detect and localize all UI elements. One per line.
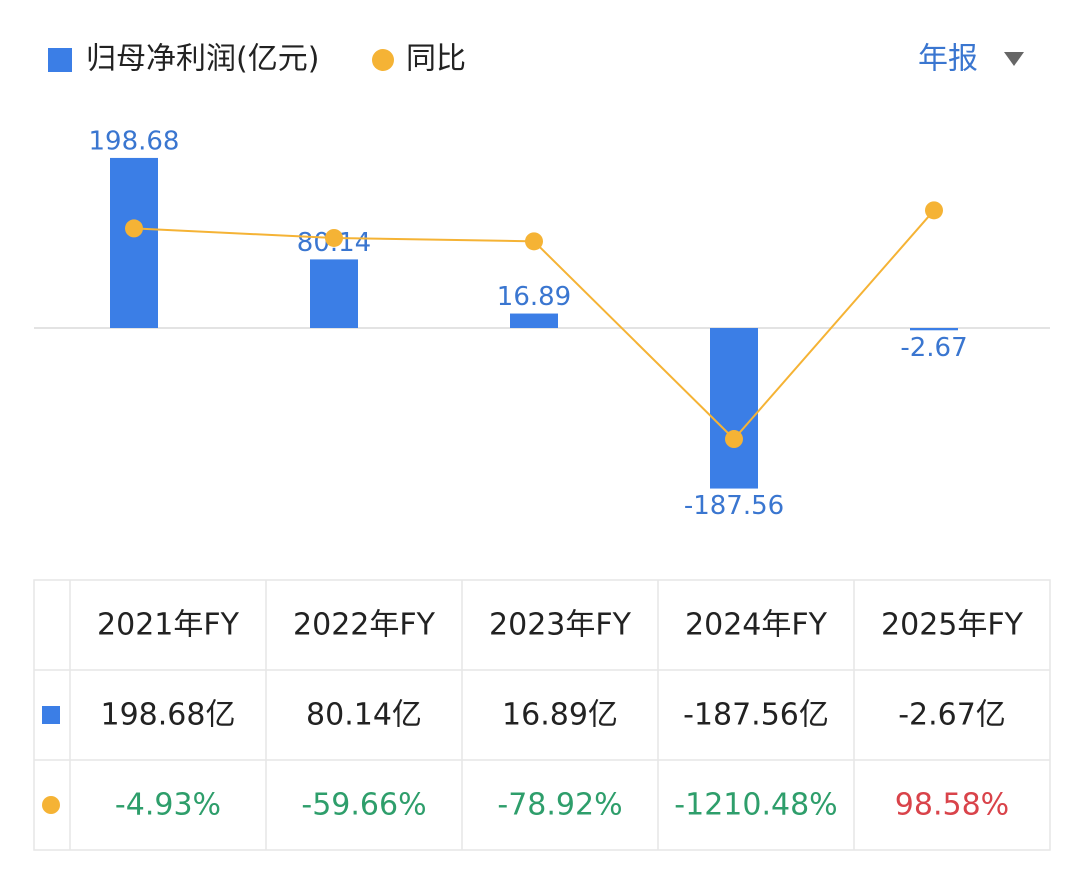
table-header: 2024年FY [685,608,828,643]
yoy-point [725,430,743,449]
table-value: -2.67亿 [898,698,1006,733]
bar [310,259,358,328]
row-icon [42,706,60,724]
yoy-point [925,201,943,220]
bar-value-label: -187.56 [684,491,784,521]
row-icon [42,796,60,814]
table-yoy: -78.92% [497,788,622,823]
legend-swatch [372,49,394,71]
legend-swatch [48,48,72,72]
bar-value-label: -2.67 [900,333,967,363]
yoy-point [125,219,143,238]
table-header: 2021年FY [97,608,240,643]
table-value: -187.56亿 [683,698,829,733]
table-border [33,579,1051,851]
period-selector[interactable]: 年报 [918,42,978,77]
table-header: 2025年FY [881,608,1024,643]
bar [510,313,558,328]
table-yoy: 98.58% [895,788,1009,823]
legend-label: 同比 [406,42,466,77]
table-yoy: -1210.48% [674,788,837,823]
table-header: 2022年FY [293,608,436,643]
yoy-point [525,232,543,251]
table-value: 80.14亿 [306,698,422,733]
bar [110,157,158,328]
bar [910,328,958,331]
table-value: 16.89亿 [502,698,618,733]
table-value: 198.68亿 [101,698,236,733]
bar-value-label: 16.89 [497,282,571,312]
yoy-point [325,228,343,247]
bar-value-label: 198.68 [89,126,180,156]
bar [710,328,758,489]
table-header: 2023年FY [489,608,632,643]
table-yoy: -59.66% [301,788,426,823]
legend-label: 归母净利润(亿元) [86,42,319,77]
table-yoy: -4.93% [115,788,221,823]
dropdown-arrow[interactable] [1004,52,1024,66]
